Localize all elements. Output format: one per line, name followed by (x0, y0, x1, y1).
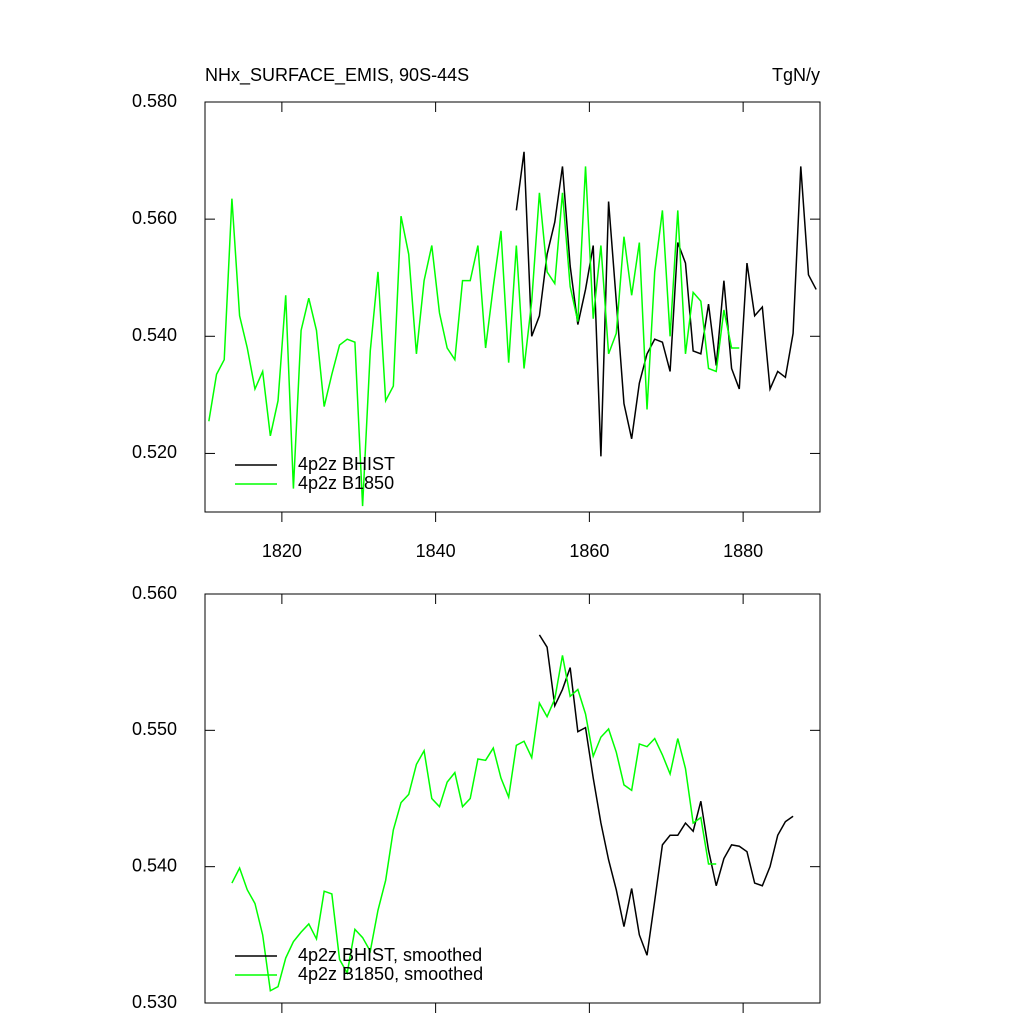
y-tick-label: 0.530 (132, 992, 177, 1012)
data-line (538, 634, 794, 956)
x-tick-label: 1840 (416, 541, 456, 561)
data-line (208, 166, 740, 507)
y-tick-label: 0.540 (132, 855, 177, 875)
data-line (515, 151, 817, 457)
y-tick-label: 0.580 (132, 91, 177, 111)
y-tick-label: 0.540 (132, 325, 177, 345)
y-tick-label: 0.560 (132, 208, 177, 228)
legend-label: 4p2z B1850, smoothed (298, 964, 483, 984)
y-tick-label: 0.520 (132, 442, 177, 462)
y-tick-label: 0.550 (132, 719, 177, 739)
x-tick-label: 1820 (262, 541, 302, 561)
legend-label: 4p2z BHIST, smoothed (298, 945, 482, 965)
y-tick-label: 0.560 (132, 583, 177, 603)
x-tick-label: 1860 (569, 541, 609, 561)
data-line (231, 655, 717, 992)
units-label: TgN/y (772, 65, 820, 85)
plot-frame (204, 593, 821, 1004)
x-tick-label: 1880 (723, 541, 763, 561)
legend-label: 4p2z BHIST (298, 454, 395, 474)
legend-label: 4p2z B1850 (298, 473, 394, 493)
plot-frame (204, 101, 821, 513)
chart-title: NHx_SURFACE_EMIS, 90S-44S (205, 65, 469, 86)
